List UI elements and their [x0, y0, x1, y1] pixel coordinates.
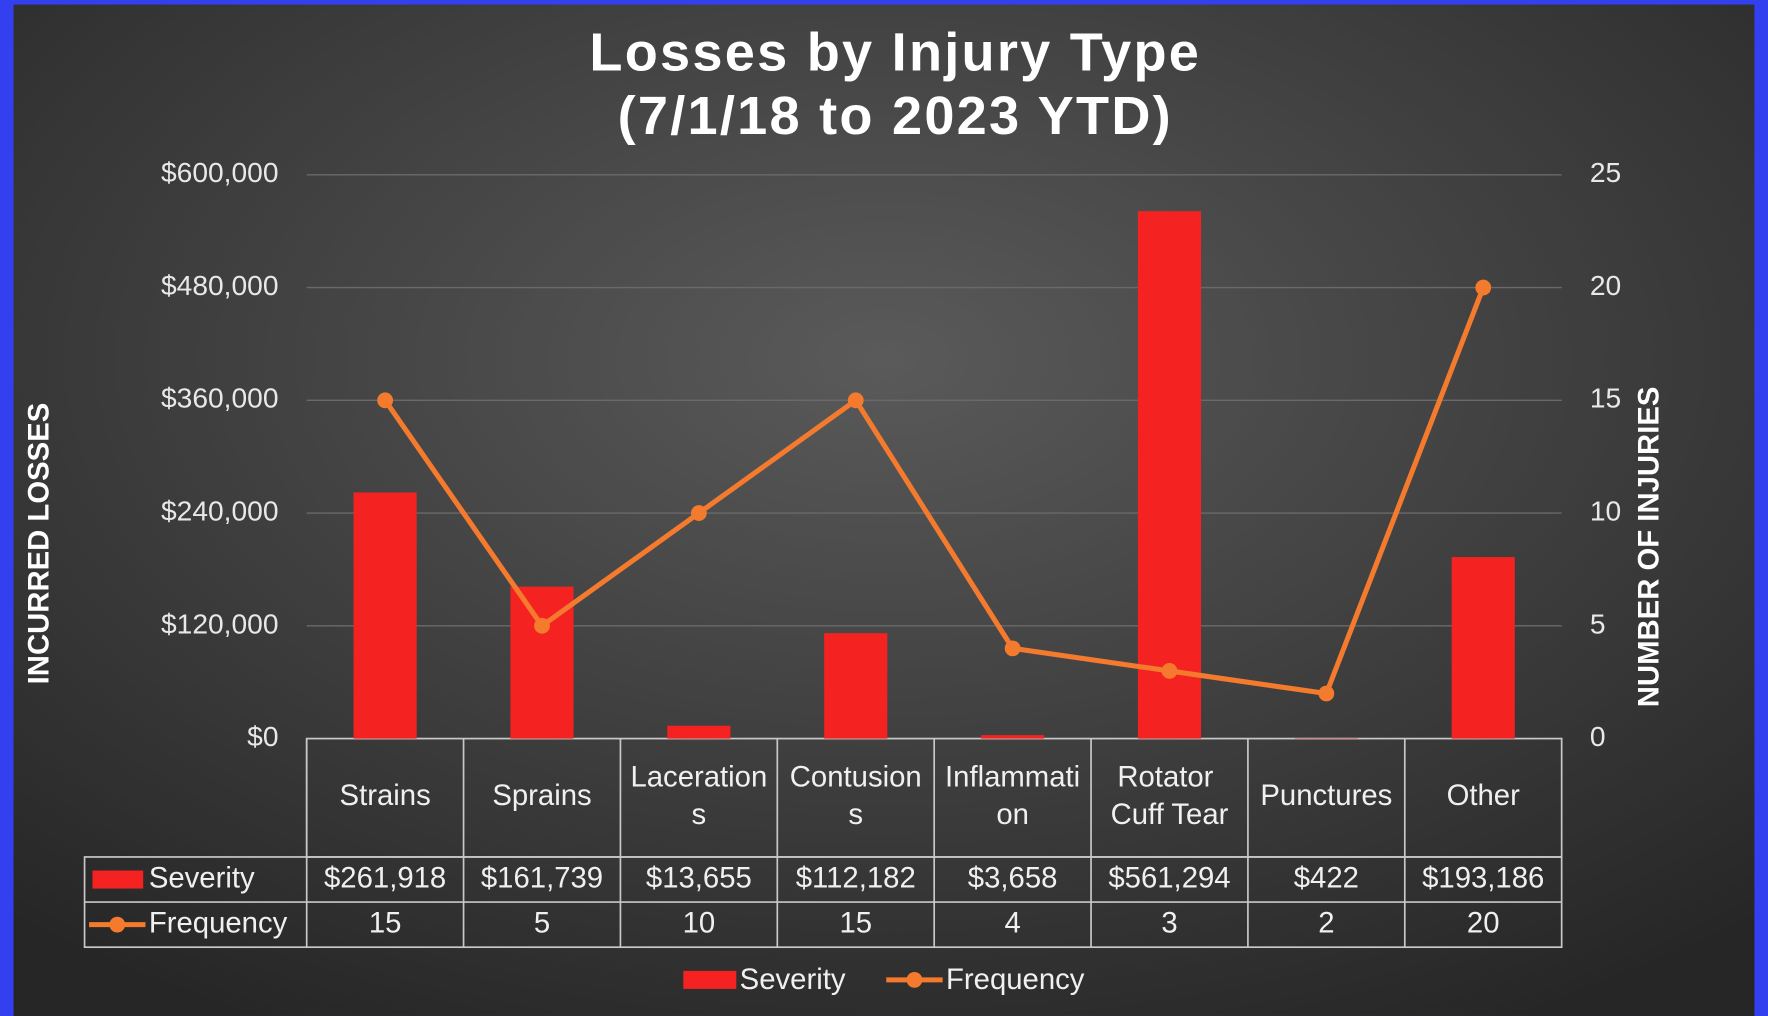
legend-key	[906, 971, 923, 988]
bar	[824, 633, 888, 739]
y-tick-label: $360,000	[161, 382, 279, 414]
line-marker	[534, 617, 550, 634]
bar	[667, 725, 731, 739]
y2-tick-label: 5	[1590, 607, 1606, 639]
y-tick-label: $120,000	[161, 607, 279, 639]
x-tick-label: Punctures	[1260, 779, 1392, 812]
line-marker	[1318, 685, 1335, 702]
table-value: $561,294	[1108, 861, 1230, 894]
y2-axis-title: NUMBER OF INJURIES	[1632, 387, 1665, 708]
table-value: $13,655	[646, 861, 752, 894]
chart-subtitle: (7/1/18 to 2023 YTD)	[618, 86, 1173, 146]
bar	[353, 492, 417, 739]
y2-tick-label: 10	[1590, 495, 1621, 527]
y2-tick-label: 0	[1590, 720, 1606, 752]
x-tick-label: Inflammati on	[945, 760, 1080, 830]
x-tick-label: Sprains	[492, 779, 591, 812]
line-marker	[847, 392, 864, 409]
table-value: 15	[369, 906, 402, 939]
table-value: 10	[683, 906, 716, 939]
table-value: $193,186	[1422, 861, 1544, 894]
table-value: $161,739	[481, 861, 603, 894]
y-axis-title: INCURRED LOSSES	[22, 403, 55, 685]
legend-key	[683, 970, 737, 989]
legend-label: Frequency	[946, 963, 1085, 996]
table-value: 15	[839, 906, 872, 939]
line-marker	[377, 392, 394, 409]
legend-label: Frequency	[149, 906, 288, 939]
x-tick-label: Laceration s	[630, 760, 767, 830]
y2-tick-label: 15	[1590, 382, 1621, 414]
y-tick-label: $240,000	[161, 495, 279, 527]
legend-label: Severity	[149, 861, 255, 894]
table-value: 2	[1318, 906, 1334, 939]
line-marker	[1004, 640, 1021, 657]
chart-title: Losses by Injury Type	[589, 23, 1201, 83]
y2-tick-label: 20	[1590, 269, 1621, 301]
y2-tick-label: 25	[1590, 156, 1621, 188]
x-tick-label: Other	[1447, 779, 1521, 812]
background	[13, 4, 1755, 1016]
table-value: $261,918	[324, 861, 446, 894]
bar	[1451, 557, 1515, 739]
table-value: 20	[1467, 906, 1500, 939]
y-tick-label: $600,000	[161, 156, 279, 188]
line	[383, 286, 1486, 697]
x-tick-label: Rotator Cuff Tear	[1111, 760, 1229, 830]
bar	[981, 735, 1045, 739]
table-value: 3	[1161, 906, 1177, 939]
table-value: $3,658	[968, 861, 1058, 894]
table-value: 5	[534, 906, 550, 939]
line-marker	[1161, 663, 1178, 679]
y-tick-label: $0	[247, 720, 278, 752]
table-value: 4	[1004, 906, 1020, 939]
table-value: $422	[1294, 861, 1359, 894]
legend-key	[92, 870, 144, 889]
bar	[1137, 211, 1202, 739]
line-marker	[1475, 279, 1492, 296]
line-marker	[690, 505, 707, 521]
legend-key	[109, 916, 126, 933]
x-tick-label: Strains	[340, 779, 431, 812]
table-value: $112,182	[796, 861, 916, 894]
x-tick-label: Contusion s	[790, 760, 922, 830]
legend-label: Severity	[740, 963, 846, 996]
y-tick-label: $480,000	[161, 269, 279, 301]
